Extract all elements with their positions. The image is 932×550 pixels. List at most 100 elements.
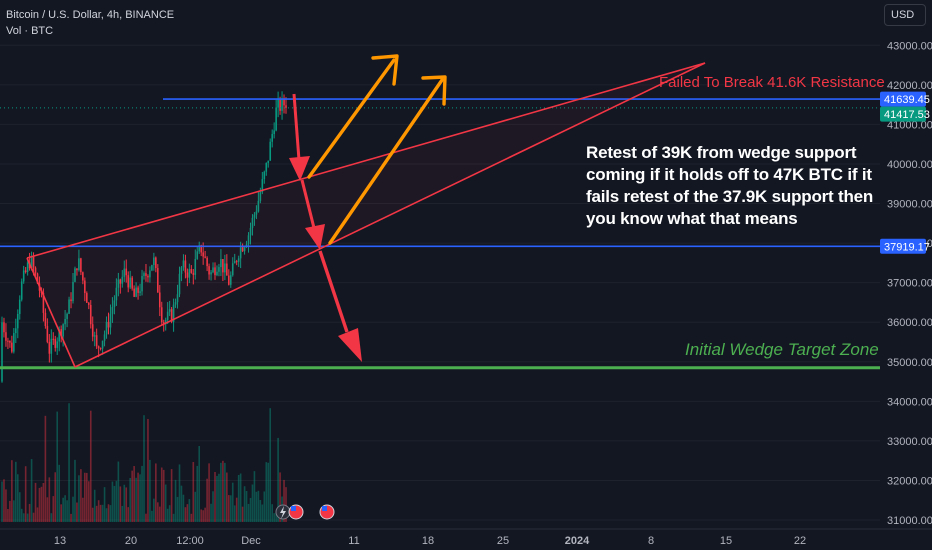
x-tick-label: 15 — [720, 535, 732, 547]
volume-bar — [178, 464, 181, 522]
candle-body — [151, 265, 153, 271]
wedge-lower-line[interactable] — [74, 62, 706, 368]
candle-body — [15, 328, 17, 334]
volume-bar — [70, 513, 72, 522]
volume-bar — [48, 477, 51, 522]
volume-bar — [115, 480, 118, 522]
candle-body — [30, 256, 33, 269]
candle-body — [214, 267, 216, 276]
candle-body — [218, 267, 220, 272]
volume-bars — [1, 403, 287, 522]
candle-body — [220, 259, 222, 268]
volume-bar — [15, 461, 17, 522]
candle-body — [91, 324, 94, 337]
candle-body — [170, 309, 173, 322]
candle-body — [119, 279, 122, 284]
x-tick-label: 22 — [794, 535, 806, 547]
time-axis[interactable]: 13 20 12:00 Dec 11 18 25 2024 8 15 22 — [54, 535, 806, 547]
volume-bar — [269, 408, 272, 522]
orange-arrow-1[interactable] — [307, 58, 396, 179]
candle-body — [56, 341, 59, 348]
y-tick-label: 34000.00 — [887, 396, 932, 408]
volume-bar — [20, 508, 23, 522]
volume-bar — [151, 510, 153, 522]
volume-bar — [263, 491, 266, 522]
candle-body — [87, 302, 90, 305]
price-axis[interactable]: 43000.00 42000.00 41000.00 40000.00 39000.00… — [887, 40, 932, 527]
y-tick-label: 37000.00 — [887, 278, 932, 290]
wedge-upper-line[interactable] — [26, 62, 706, 259]
volume-bar — [131, 470, 133, 522]
us-flag-icon-1-field — [291, 506, 296, 511]
volume-bar — [174, 479, 177, 522]
x-tick-label: 11 — [348, 535, 359, 547]
candle-body — [162, 322, 165, 325]
candle-body — [24, 270, 27, 272]
volume-bar — [180, 485, 183, 522]
candle-body — [66, 313, 68, 319]
candle-body — [231, 263, 234, 276]
target-zone-annotation[interactable]: Initial Wedge Target Zone — [685, 340, 879, 359]
volume-bar — [218, 473, 220, 522]
candle-body — [143, 273, 145, 277]
volume-bar — [78, 475, 80, 522]
candle-body — [186, 272, 189, 278]
candle-body — [139, 291, 141, 293]
candle-body — [5, 332, 7, 341]
volume-bar — [277, 437, 279, 522]
candle-body — [180, 267, 183, 274]
candle-body — [42, 292, 45, 313]
volume-bar — [111, 481, 114, 522]
candle-body — [212, 267, 214, 273]
volume-bar — [119, 486, 122, 522]
volume-bar — [231, 482, 234, 522]
volume-bar — [109, 505, 112, 522]
volume-bar — [32, 512, 35, 522]
candle-body — [200, 245, 202, 253]
red-arrow-2[interactable] — [300, 179, 316, 229]
x-tick-label: 8 — [648, 535, 654, 547]
price-tag-label: 41639.45 — [884, 94, 930, 106]
resistance-annotation[interactable]: Failed To Break 41.6K Resistance — [659, 74, 885, 91]
candle-body — [235, 261, 238, 263]
currency-button[interactable]: USD — [884, 4, 926, 26]
candle-body — [174, 302, 177, 305]
volume-bar — [74, 459, 76, 522]
volume-bar — [36, 507, 39, 522]
y-tick-label: 31000.00 — [887, 515, 932, 527]
candle-body — [111, 307, 114, 314]
price-tag-label: 41417.53 — [884, 109, 930, 121]
volume-bar — [222, 460, 224, 522]
volume-bar — [103, 487, 106, 522]
candle-body — [271, 134, 273, 142]
candle-body — [117, 279, 120, 288]
candle-body — [115, 287, 118, 301]
x-tick-label: 12:00 — [176, 535, 204, 547]
volume-bar — [188, 499, 191, 522]
volume-bar — [196, 465, 199, 522]
candle-body — [210, 272, 212, 275]
orange-arrow-2[interactable] — [328, 78, 444, 245]
volume-bar — [40, 486, 43, 522]
candle-body — [133, 288, 135, 297]
candle-body — [198, 245, 201, 252]
red-arrow-3[interactable] — [318, 250, 349, 333]
volume-bar — [30, 459, 33, 522]
candle-body — [153, 257, 155, 266]
candle-body — [188, 269, 191, 278]
orange-arrow-2-head — [421, 75, 447, 106]
y-tick-label: 42000.00 — [887, 80, 932, 92]
volume-bar — [184, 507, 187, 522]
volume-bar — [1, 481, 3, 522]
wedge-left-edge[interactable] — [26, 257, 76, 368]
candle-body — [44, 312, 47, 326]
analysis-note[interactable]: Retest of 39K from wedge support coming … — [586, 143, 874, 228]
candle-body — [204, 256, 206, 258]
candle-body — [176, 294, 179, 303]
red-arrow-1[interactable] — [292, 93, 301, 161]
orange-arrow-1-head — [371, 54, 399, 86]
candle-body — [168, 309, 171, 312]
volume-bar — [22, 513, 25, 522]
volume-bar — [133, 466, 135, 522]
